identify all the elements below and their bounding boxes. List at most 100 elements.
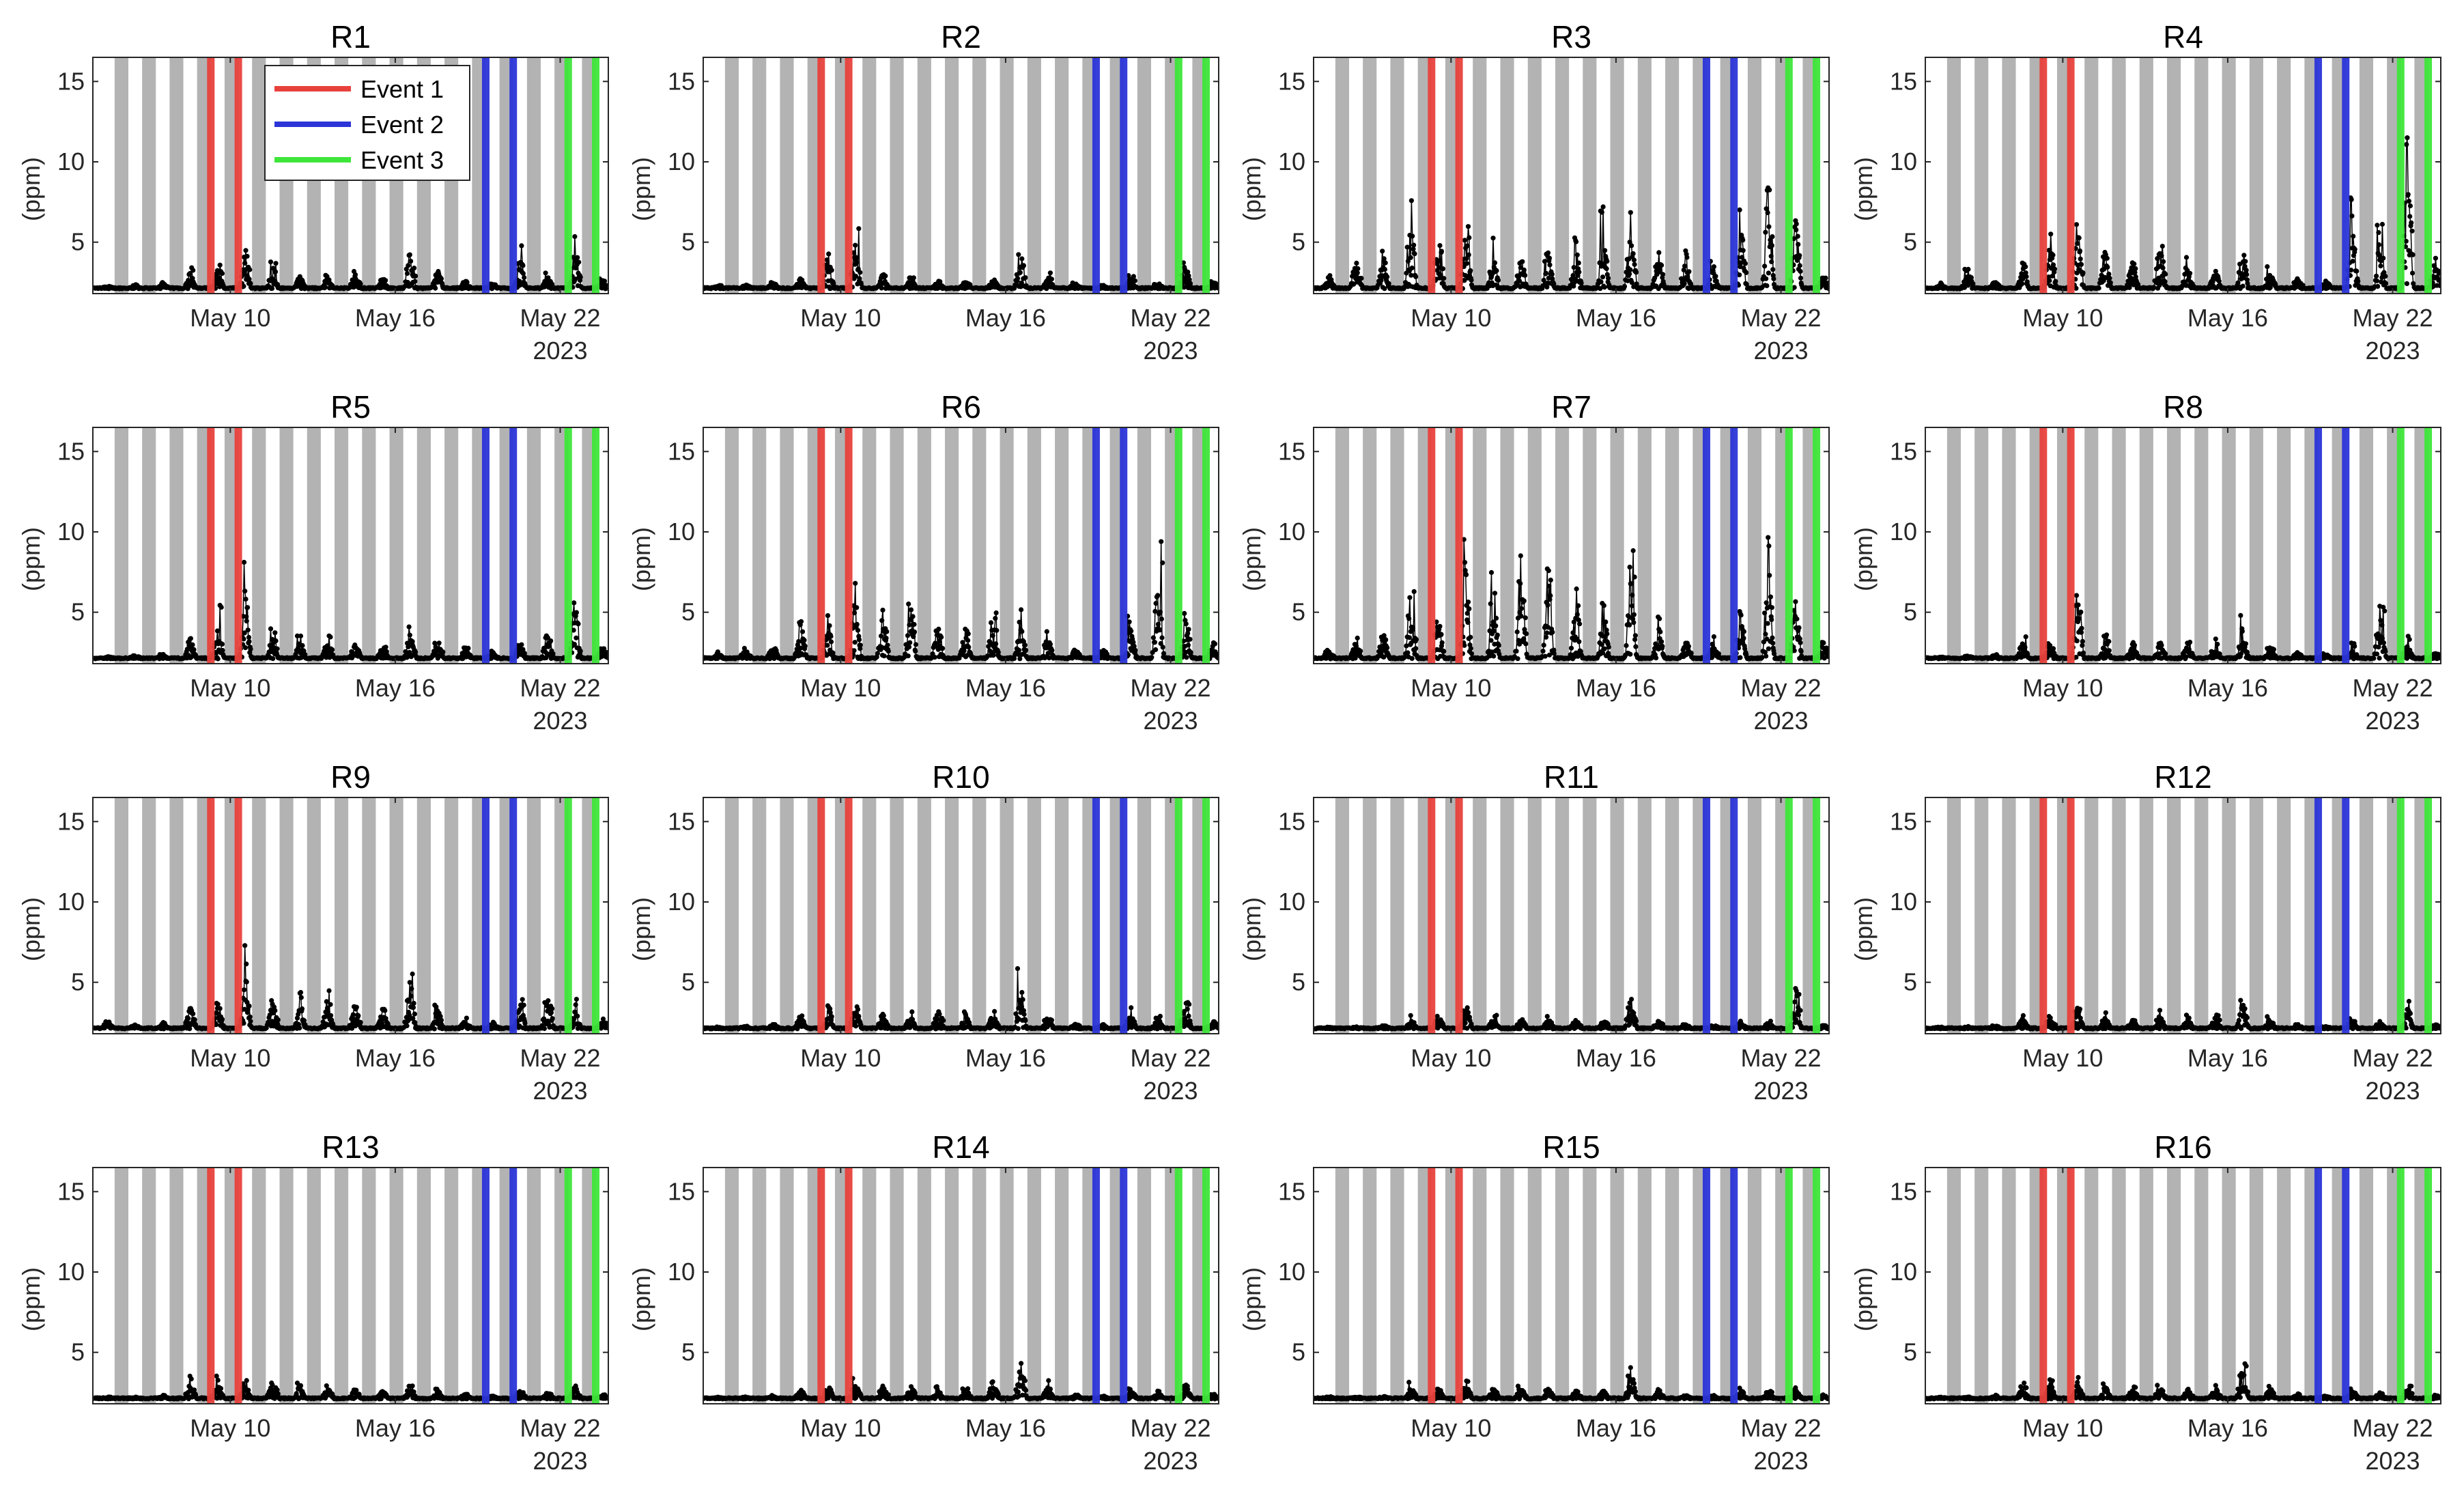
data-point bbox=[242, 630, 247, 636]
axes-frame bbox=[1925, 57, 2441, 294]
night-band bbox=[2112, 57, 2126, 294]
y-tick-label: 10 bbox=[57, 147, 85, 175]
night-band bbox=[142, 427, 156, 664]
y-tick-label: 15 bbox=[1278, 67, 1305, 95]
night-band bbox=[890, 427, 904, 664]
night-band bbox=[752, 427, 767, 664]
night-band bbox=[1000, 57, 1014, 294]
data-point bbox=[2407, 203, 2413, 209]
night-band bbox=[1390, 57, 1404, 294]
data-point bbox=[1764, 276, 1769, 281]
data-point bbox=[853, 274, 859, 279]
x-tick-label: May 10 bbox=[190, 304, 270, 332]
data-point bbox=[1598, 286, 1603, 292]
x-tick-label: May 22 bbox=[2353, 304, 2433, 332]
legend-label: Event 1 bbox=[360, 75, 444, 103]
y-tick-label: 15 bbox=[668, 67, 695, 95]
data-point bbox=[1408, 272, 1414, 278]
series-line bbox=[93, 236, 608, 290]
x-year-label: 2023 bbox=[533, 707, 587, 735]
data-point bbox=[2047, 278, 2052, 283]
night-band bbox=[1000, 427, 1014, 664]
data-point bbox=[1409, 265, 1415, 271]
data-point bbox=[1766, 270, 1771, 276]
data-point bbox=[270, 656, 276, 662]
data-point bbox=[798, 645, 804, 651]
y-tick-label: 10 bbox=[668, 147, 695, 175]
data-point bbox=[858, 270, 863, 275]
data-point bbox=[932, 655, 937, 660]
data-point bbox=[1629, 280, 1634, 285]
night-band bbox=[862, 427, 877, 664]
night-band bbox=[1027, 427, 1041, 664]
night-band bbox=[890, 57, 904, 294]
night-band bbox=[724, 427, 739, 664]
night-band bbox=[169, 427, 184, 664]
x-tick-label: May 22 bbox=[1741, 304, 1822, 332]
night-band bbox=[917, 427, 931, 664]
night-band bbox=[114, 57, 129, 294]
data-point bbox=[2349, 268, 2354, 273]
data-point bbox=[1464, 261, 1470, 266]
data-point bbox=[518, 282, 523, 288]
data-point bbox=[852, 640, 858, 645]
data-point bbox=[1628, 267, 1633, 272]
data-point bbox=[241, 283, 246, 289]
x-year-label: 2023 bbox=[1753, 337, 1808, 365]
night-band bbox=[335, 427, 349, 664]
panel-title: R2 bbox=[941, 19, 981, 55]
data-point bbox=[242, 645, 249, 651]
night-band bbox=[1137, 427, 1152, 664]
data-point bbox=[405, 280, 410, 285]
night-band bbox=[416, 427, 431, 664]
data-point bbox=[1378, 278, 1384, 283]
night-band bbox=[2249, 57, 2263, 294]
night-band bbox=[1637, 57, 1652, 294]
y-tick-label: 5 bbox=[1903, 228, 1917, 256]
data-point bbox=[274, 646, 280, 651]
data-point bbox=[905, 653, 911, 659]
x-year-label: 2023 bbox=[1143, 337, 1198, 365]
panel-title: R3 bbox=[1551, 19, 1591, 55]
y-axis-label: (ppm) bbox=[627, 157, 655, 221]
y-axis-label: (ppm) bbox=[1238, 157, 1266, 221]
panel-title: R1 bbox=[330, 19, 371, 55]
y-tick-label: 5 bbox=[71, 598, 85, 626]
data-point bbox=[885, 642, 890, 648]
y-tick-label: 10 bbox=[57, 518, 85, 546]
data-point bbox=[1462, 278, 1467, 283]
night-band bbox=[2002, 57, 2016, 294]
data-point bbox=[573, 635, 579, 640]
night-band bbox=[1747, 57, 1762, 294]
x-tick-label: May 16 bbox=[355, 674, 436, 702]
night-band bbox=[252, 57, 266, 294]
data-point bbox=[881, 653, 887, 659]
x-tick-label: May 22 bbox=[520, 304, 601, 332]
data-point bbox=[1627, 271, 1632, 277]
data-point bbox=[906, 645, 912, 650]
data-point bbox=[2375, 283, 2381, 289]
data-point bbox=[573, 277, 578, 282]
x-tick-label: May 10 bbox=[190, 674, 270, 702]
night-band bbox=[1610, 57, 1624, 294]
x-tick-label: May 16 bbox=[965, 304, 1046, 332]
y-tick-label: 10 bbox=[1278, 147, 1305, 175]
y-axis-label: (ppm) bbox=[1850, 157, 1878, 221]
data-point bbox=[913, 642, 919, 647]
legend-label: Event 3 bbox=[360, 146, 444, 174]
night-band bbox=[724, 57, 739, 294]
y-tick-label: 5 bbox=[681, 228, 695, 256]
night-band bbox=[114, 427, 129, 664]
data-point bbox=[2160, 265, 2166, 270]
night-band bbox=[1555, 57, 1570, 294]
data-point bbox=[2073, 285, 2079, 291]
data-point bbox=[571, 641, 578, 647]
data-point bbox=[517, 279, 522, 284]
y-tick-label: 5 bbox=[71, 228, 85, 256]
night-band bbox=[1974, 57, 1989, 294]
night-band bbox=[945, 57, 959, 294]
night-band bbox=[1473, 57, 1487, 294]
